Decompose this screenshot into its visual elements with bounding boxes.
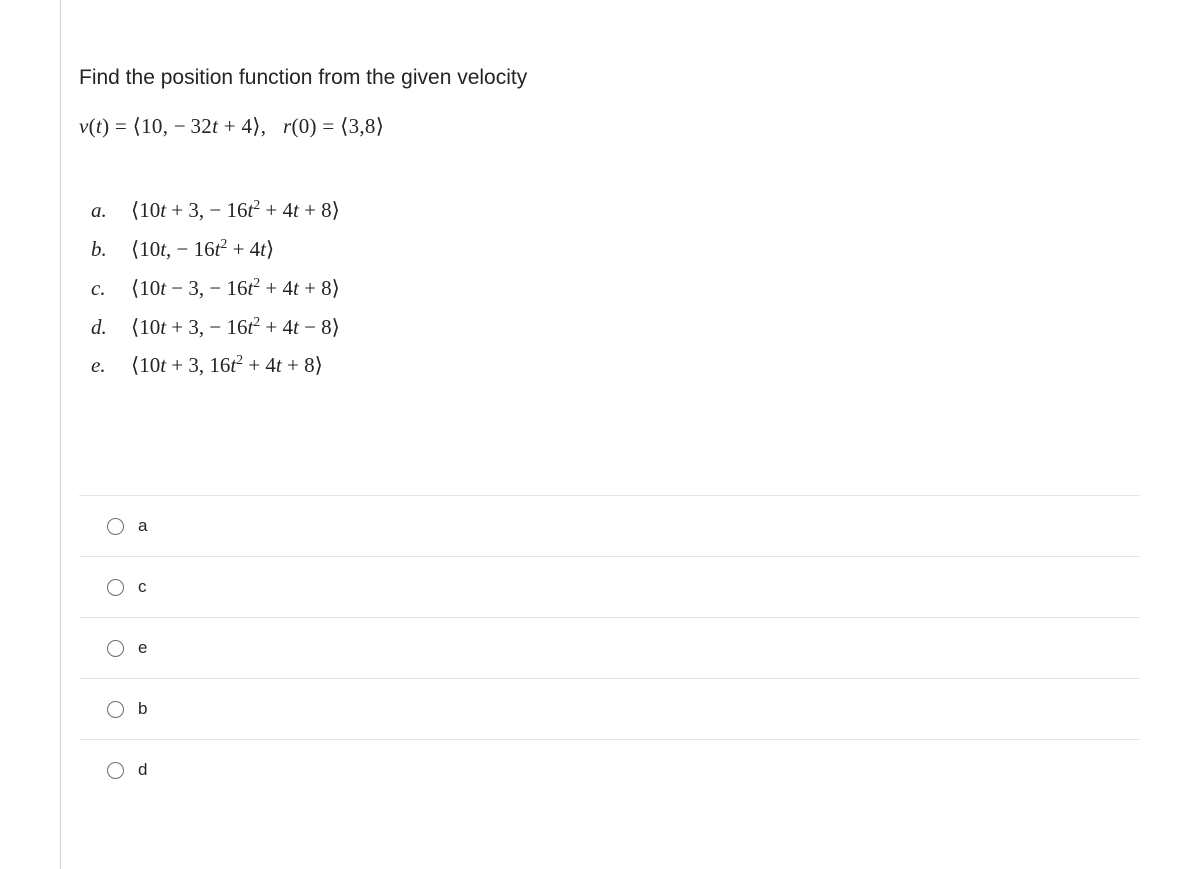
answer-option-a[interactable]: a bbox=[79, 496, 1140, 557]
answer-option-d[interactable]: d bbox=[79, 740, 1140, 800]
answer-option-b[interactable]: b bbox=[79, 679, 1140, 740]
choice-d: d. ⟨10t + 3, − 16t2 + 4t − 8⟩ bbox=[91, 308, 1140, 347]
velocity-equation: v(t) = ⟨10, − 32t + 4⟩, r(0) = ⟨3,8⟩ bbox=[79, 114, 1140, 139]
choice-letter: d. bbox=[91, 308, 131, 347]
answer-option-e[interactable]: e bbox=[79, 618, 1140, 679]
radio-icon bbox=[107, 518, 124, 535]
answer-label: e bbox=[138, 638, 147, 658]
choice-letter: b. bbox=[91, 230, 131, 269]
choice-expression: ⟨10t + 3, 16t2 + 4t + 8⟩ bbox=[131, 346, 323, 385]
choice-a: a. ⟨10t + 3, − 16t2 + 4t + 8⟩ bbox=[91, 191, 1140, 230]
answer-options: a c e b d bbox=[79, 495, 1140, 800]
choice-e: e. ⟨10t + 3, 16t2 + 4t + 8⟩ bbox=[91, 346, 1140, 385]
answer-label: c bbox=[138, 577, 147, 597]
choice-letter: c. bbox=[91, 269, 131, 308]
question-prompt: Find the position function from the give… bbox=[79, 66, 1140, 90]
answer-option-c[interactable]: c bbox=[79, 557, 1140, 618]
choices-list: a. ⟨10t + 3, − 16t2 + 4t + 8⟩ b. ⟨10t, −… bbox=[91, 191, 1140, 385]
choice-letter: a. bbox=[91, 191, 131, 230]
choice-expression: ⟨10t − 3, − 16t2 + 4t + 8⟩ bbox=[131, 269, 340, 308]
radio-icon bbox=[107, 640, 124, 657]
radio-icon bbox=[107, 762, 124, 779]
choice-expression: ⟨10t, − 16t2 + 4t⟩ bbox=[131, 230, 274, 269]
choice-expression: ⟨10t + 3, − 16t2 + 4t + 8⟩ bbox=[131, 191, 340, 230]
question-body: Find the position function from the give… bbox=[79, 0, 1200, 800]
answer-label: d bbox=[138, 760, 147, 780]
choice-letter: e. bbox=[91, 346, 131, 385]
choice-expression: ⟨10t + 3, − 16t2 + 4t − 8⟩ bbox=[131, 308, 340, 347]
choice-c: c. ⟨10t − 3, − 16t2 + 4t + 8⟩ bbox=[91, 269, 1140, 308]
radio-icon bbox=[107, 579, 124, 596]
question-container: Find the position function from the give… bbox=[60, 0, 1200, 869]
answer-label: b bbox=[138, 699, 147, 719]
answer-label: a bbox=[138, 516, 147, 536]
radio-icon bbox=[107, 701, 124, 718]
choice-b: b. ⟨10t, − 16t2 + 4t⟩ bbox=[91, 230, 1140, 269]
